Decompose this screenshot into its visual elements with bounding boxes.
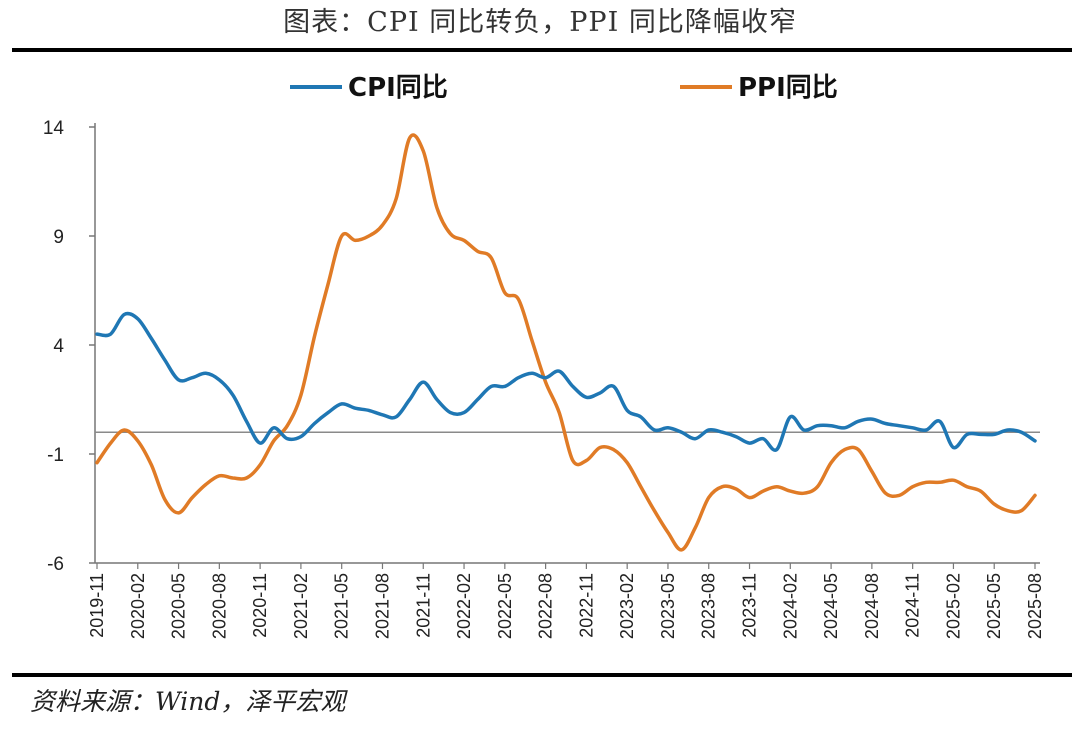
x-tick-label: 2023-11 xyxy=(740,573,760,638)
x-tick-label: 2019-11 xyxy=(87,573,107,638)
x-tick-label: 2023-02 xyxy=(617,573,637,639)
x-tick-labels: 2019-11 2020-02 2020-05 2020-08 2020-11 2021-… xyxy=(87,563,1045,639)
x-tick-label: 2024-05 xyxy=(821,573,841,639)
x-tick-label: 2021-08 xyxy=(372,573,392,639)
x-tick-label: 2020-02 xyxy=(128,573,148,639)
x-tick-label: 2022-11 xyxy=(576,573,596,638)
x-tick-label: 2020-08 xyxy=(209,573,229,639)
x-tick-label: 2020-11 xyxy=(250,573,270,638)
chart-title: 图表：CPI 同比转负，PPI 同比降幅收窄 xyxy=(283,7,797,38)
x-tick-label: 2025-05 xyxy=(984,573,1004,639)
x-tick-label: 2022-08 xyxy=(536,573,556,639)
legend: CPI同比 PPI同比 xyxy=(290,73,838,103)
bottom-rule xyxy=(12,673,1072,677)
source-note: 资料来源：Wind，泽平宏观 xyxy=(30,687,346,716)
x-tick-label: 2020-05 xyxy=(169,573,189,639)
x-tick-label: 2023-05 xyxy=(658,573,678,639)
x-tick-label: 2021-02 xyxy=(291,573,311,639)
top-rule xyxy=(12,48,1072,52)
y-tick-label: 4 xyxy=(53,336,64,357)
series-lines xyxy=(95,133,1037,552)
line-chart: CPI同比 PPI同比 2019-11 2020-02 2020-05 2020-08 2… xyxy=(43,73,1045,639)
x-tick-label: 2023-08 xyxy=(699,573,719,639)
x-tick-label: 2025-08 xyxy=(1025,573,1045,639)
x-tick-label: 2021-11 xyxy=(413,573,433,638)
x-tick-label: 2024-11 xyxy=(903,573,923,638)
y-tick-label: 9 xyxy=(53,227,64,248)
x-tick-label: 2024-08 xyxy=(862,573,882,639)
y-tick-label: -6 xyxy=(47,554,64,575)
legend-label-ppi: PPI同比 xyxy=(738,73,838,103)
cpi-series-line xyxy=(95,311,1037,452)
y-tick-label: 14 xyxy=(43,118,65,139)
legend-label-cpi: CPI同比 xyxy=(348,73,448,103)
ppi-series-line xyxy=(95,133,1037,552)
x-tick-label: 2024-02 xyxy=(780,573,800,639)
y-tick-labels: 14 9 4 -1 -6 xyxy=(43,118,95,575)
x-tick-label: 2022-05 xyxy=(495,573,515,639)
x-tick-label: 2025-02 xyxy=(943,573,963,639)
x-tick-label: 2021-05 xyxy=(332,573,352,639)
x-tick-label: 2022-02 xyxy=(454,573,474,639)
y-tick-label: -1 xyxy=(47,445,64,466)
